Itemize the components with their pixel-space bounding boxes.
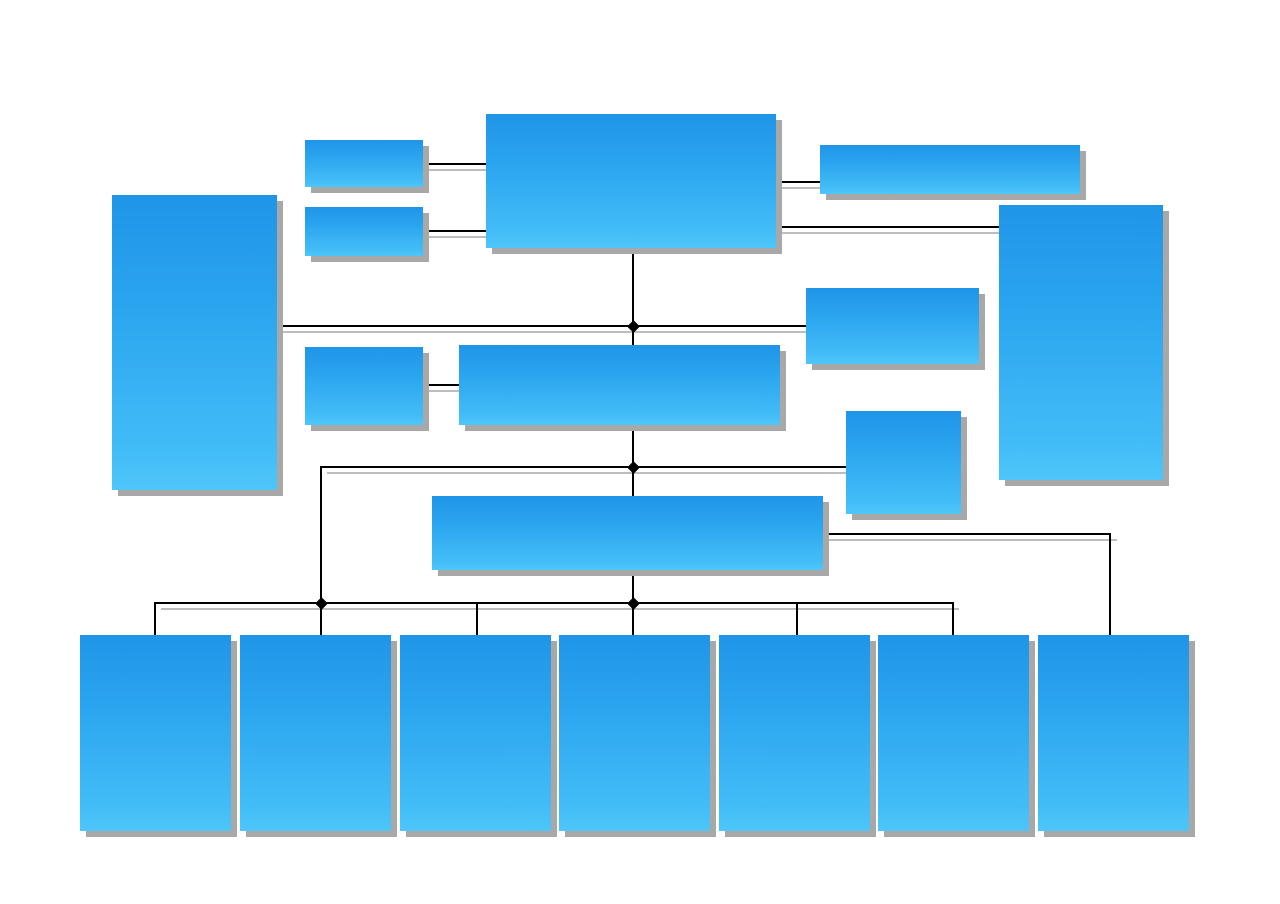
- node-left-tall[interactable]: [112, 195, 277, 490]
- node-mid-right[interactable]: [806, 288, 979, 364]
- node-square-right[interactable]: [846, 411, 961, 514]
- node-top-small-upper[interactable]: [305, 140, 423, 187]
- node-level-three[interactable]: [459, 345, 780, 425]
- node-top-small-lower[interactable]: [305, 207, 423, 256]
- node-leaf-5[interactable]: [719, 635, 870, 831]
- node-root-central[interactable]: [486, 114, 776, 248]
- node-leaf-2[interactable]: [240, 635, 391, 831]
- node-leaf-4[interactable]: [559, 635, 710, 831]
- node-leaf-1[interactable]: [80, 635, 231, 831]
- node-top-right[interactable]: [820, 145, 1080, 194]
- node-level-four[interactable]: [432, 496, 823, 570]
- node-mid-left-small[interactable]: [305, 347, 423, 425]
- node-leaf-6[interactable]: [878, 635, 1029, 831]
- node-leaf-7[interactable]: [1038, 635, 1189, 831]
- node-leaf-3[interactable]: [400, 635, 551, 831]
- node-right-tall[interactable]: [999, 205, 1163, 480]
